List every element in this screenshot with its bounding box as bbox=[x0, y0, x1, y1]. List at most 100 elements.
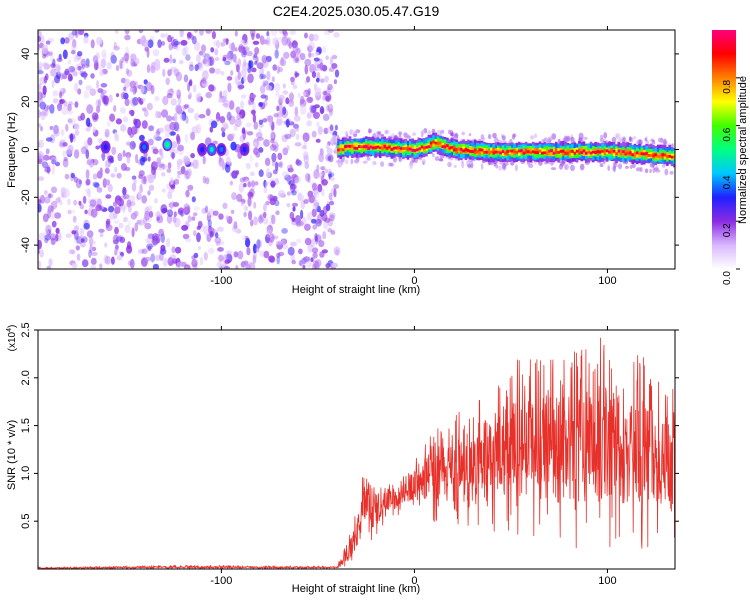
heatmap-signal-cell bbox=[573, 148, 577, 154]
heatmap-noise-cell bbox=[227, 82, 232, 93]
heatmap-halo-cell bbox=[514, 164, 518, 172]
heatmap-signal-cell bbox=[490, 150, 493, 154]
heatmap-noise-cell bbox=[277, 152, 283, 161]
heatmap-halo-cell bbox=[618, 163, 623, 170]
heatmap-noise-cell bbox=[240, 68, 247, 78]
heatmap-noise-cell bbox=[243, 76, 247, 83]
heatmap-noise-cell bbox=[52, 98, 59, 104]
heatmap-halo-cell bbox=[528, 163, 534, 169]
heatmap-noise-cell bbox=[308, 41, 315, 52]
heatmap-noise-cell bbox=[169, 254, 177, 262]
heatmap-noise-cell bbox=[85, 118, 90, 127]
heatmap-noise-cell bbox=[147, 138, 154, 146]
heatmap-noise-cell bbox=[50, 156, 58, 165]
heatmap-noise-cell bbox=[160, 33, 166, 38]
heatmap-halo-cell bbox=[431, 153, 435, 158]
heatmap-noise-cell bbox=[156, 215, 164, 224]
heatmap-noise-cell bbox=[82, 195, 87, 204]
heatmap-noise-cell bbox=[74, 101, 79, 108]
heatmap-signal-cell bbox=[413, 145, 417, 152]
heatmap-noise-cell bbox=[147, 156, 151, 162]
heatmap-noise-cell bbox=[124, 224, 131, 234]
heatmap-noise-cell bbox=[63, 157, 68, 162]
heatmap-noise-cell bbox=[226, 111, 232, 121]
heatmap-halo-cell bbox=[344, 159, 349, 165]
heatmap-signal-cell bbox=[381, 147, 384, 151]
heatmap-noise-cell bbox=[142, 107, 147, 112]
heatmap-noise-cell bbox=[270, 131, 276, 141]
heatmap-noise-cell bbox=[90, 208, 98, 218]
heatmap-noise-cell bbox=[254, 162, 259, 168]
colorbar-label: Normalized spectral amplitude bbox=[737, 76, 749, 224]
heatmap-noise-cell bbox=[105, 224, 113, 232]
heatmap-noise-cell bbox=[104, 159, 111, 169]
heatmap-signal-cell bbox=[550, 149, 553, 152]
heatmap-noise-cell bbox=[71, 50, 76, 55]
heatmap-noise-cell bbox=[269, 197, 276, 206]
heatmap-noise-cell bbox=[139, 134, 145, 142]
heatmap-noise-cell bbox=[54, 75, 61, 84]
heatmap-noise-cell bbox=[232, 53, 237, 63]
heatmap-noise-cell bbox=[98, 98, 102, 108]
heatmap-noise-cell bbox=[320, 108, 325, 114]
heatmap-noise-cell bbox=[116, 254, 123, 261]
heatmap-noise-cell bbox=[227, 133, 234, 142]
heatmap-noise-cell bbox=[77, 88, 82, 95]
heatmap-noise-cell bbox=[214, 48, 219, 56]
heatmap-noise-cell bbox=[291, 173, 298, 182]
heatmap-noise-cell bbox=[38, 142, 41, 147]
heatmap-noise-cell bbox=[299, 99, 307, 108]
heatmap-noise-cell bbox=[277, 251, 285, 257]
heatmap-noise-cell bbox=[97, 88, 104, 94]
snr-xlabel: Height of straight line (km) bbox=[292, 583, 420, 595]
heatmap-halo-cell bbox=[583, 136, 588, 140]
heatmap-signal-cell bbox=[483, 150, 486, 154]
heatmap-noise-cell bbox=[83, 222, 90, 230]
snr-ytick-label: 1.5 bbox=[20, 418, 32, 433]
heatmap-signal-cell bbox=[566, 151, 570, 155]
heatmap-noise-cell bbox=[131, 175, 137, 180]
heatmap-noise-cell bbox=[75, 245, 81, 251]
heatmap-noise-cell bbox=[52, 90, 59, 97]
heatmap-noise-cell bbox=[169, 68, 173, 76]
heatmap-noise-cell bbox=[62, 88, 66, 94]
heatmap-noise-cell bbox=[50, 186, 58, 194]
heatmap-signal-cell bbox=[552, 151, 556, 155]
heatmap-signal-cell bbox=[362, 145, 366, 149]
heatmap-noise-cell bbox=[127, 260, 133, 266]
heatmap-noise-cell bbox=[206, 211, 211, 216]
heatmap-signal-cell bbox=[608, 150, 611, 154]
heatmap-noise-cell bbox=[192, 84, 197, 93]
heatmap-noise-cell bbox=[247, 73, 254, 84]
heatmap-noise-cell bbox=[56, 57, 63, 63]
heatmap-noise-cell bbox=[330, 176, 335, 181]
heatmap-noise-cell bbox=[331, 54, 338, 60]
heatmap-signal-cell bbox=[504, 151, 507, 155]
snr-series-line bbox=[38, 337, 675, 569]
heatmap-signal-cell bbox=[580, 147, 583, 154]
heatmap-noise-cell bbox=[104, 255, 111, 265]
heatmap-halo-cell bbox=[550, 167, 557, 171]
heatmap-noise-cell bbox=[140, 85, 145, 94]
heatmap-noise-cell bbox=[322, 95, 326, 101]
heatmap-noise-cell bbox=[72, 215, 77, 223]
heatmap-noise-cell bbox=[146, 243, 153, 250]
heatmap-noise-cell bbox=[93, 182, 100, 189]
heatmap-noise-cell bbox=[110, 51, 115, 61]
heatmap-noise-cell bbox=[230, 70, 234, 76]
heatmap-halo-cell bbox=[362, 160, 368, 164]
heatmap-halo-cell bbox=[412, 132, 416, 137]
heatmap-noise-cell bbox=[307, 45, 313, 53]
heatmap-noise-cell bbox=[292, 44, 299, 54]
heatmap-noise-cell bbox=[304, 237, 312, 246]
heatmap-noise-cell bbox=[126, 155, 131, 164]
colorbar-tick-label: 0.4 bbox=[722, 175, 733, 189]
spectrogram-ytick-label: 40 bbox=[20, 48, 32, 60]
heatmap-noise-cell bbox=[298, 260, 303, 267]
heatmap-noise-cell bbox=[67, 103, 72, 112]
heatmap-noise-cell bbox=[108, 205, 115, 213]
heatmap-noise-cell bbox=[51, 220, 57, 228]
heatmap-noise-cell bbox=[312, 33, 319, 42]
heatmap-noise-cell bbox=[174, 149, 179, 154]
heatmap-noise-cell bbox=[309, 104, 315, 114]
